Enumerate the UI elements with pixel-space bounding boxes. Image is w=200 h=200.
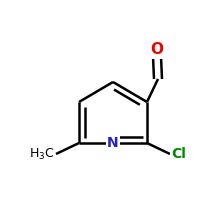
Text: O: O bbox=[151, 43, 164, 58]
Text: H$_3$C: H$_3$C bbox=[29, 146, 54, 162]
Text: Cl: Cl bbox=[171, 147, 186, 161]
Text: N: N bbox=[107, 136, 119, 150]
